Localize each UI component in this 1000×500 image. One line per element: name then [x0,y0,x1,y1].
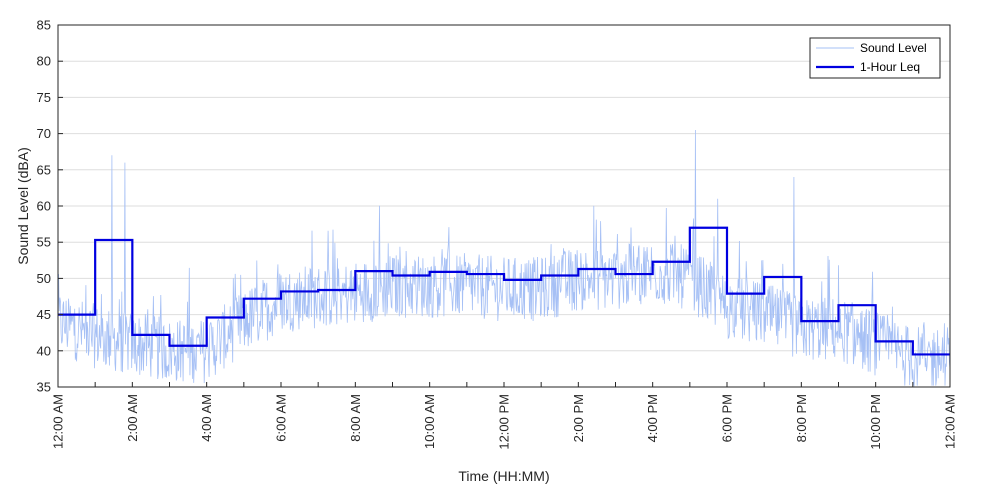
x-tick-label: 12:00 PM [497,394,512,450]
y-tick-label: 70 [37,126,51,141]
x-tick-label: 6:00 AM [274,394,289,442]
x-tick-label: 10:00 AM [422,394,437,449]
y-tick-label: 50 [37,271,51,286]
x-tick-label: 12:00 AM [943,394,958,449]
y-tick-label: 85 [37,18,51,33]
x-tick-label: 4:00 AM [199,394,214,442]
leq-step-line [58,226,950,356]
x-tick-label: 8:00 AM [348,394,363,442]
y-tick-label: 40 [37,343,51,358]
y-tick-label: 45 [37,307,51,322]
sound-level-trace [57,129,951,387]
y-tick-label: 75 [37,90,51,105]
legend-label-leq: 1-Hour Leq [860,60,920,74]
x-tick-label: 2:00 PM [571,394,586,442]
x-tick-labels: 12:00 AM 2:00 AM 4:00 AM 6:00 AM 8:00 AM 10:0… [51,382,958,450]
sound-level-line [57,129,951,387]
y-tick-label: 65 [37,162,51,177]
x-tick-label: 8:00 PM [794,394,809,442]
y-tick-label: 60 [37,199,51,214]
legend: Sound Level 1-Hour Leq [809,37,941,79]
legend-box [809,37,941,79]
legend-label-sound-level: Sound Level [860,41,927,55]
leq-line [58,226,950,356]
y-tick-labels: 35 40 45 50 55 60 65 70 75 80 85 [37,18,63,395]
y-axis-title: Sound Level (dBA) [15,147,31,265]
x-tick-label: 10:00 PM [868,394,883,450]
y-tick-label: 55 [37,235,51,250]
y-tick-label: 35 [37,380,51,395]
y-tick-label: 80 [37,54,51,69]
x-tick-label: 6:00 PM [720,394,735,442]
x-tick-label: 12:00 AM [51,394,66,449]
x-axis-title: Time (HH:MM) [458,468,549,484]
x-tick-label: 4:00 PM [645,394,660,442]
x-tick-label: 2:00 AM [125,394,140,442]
